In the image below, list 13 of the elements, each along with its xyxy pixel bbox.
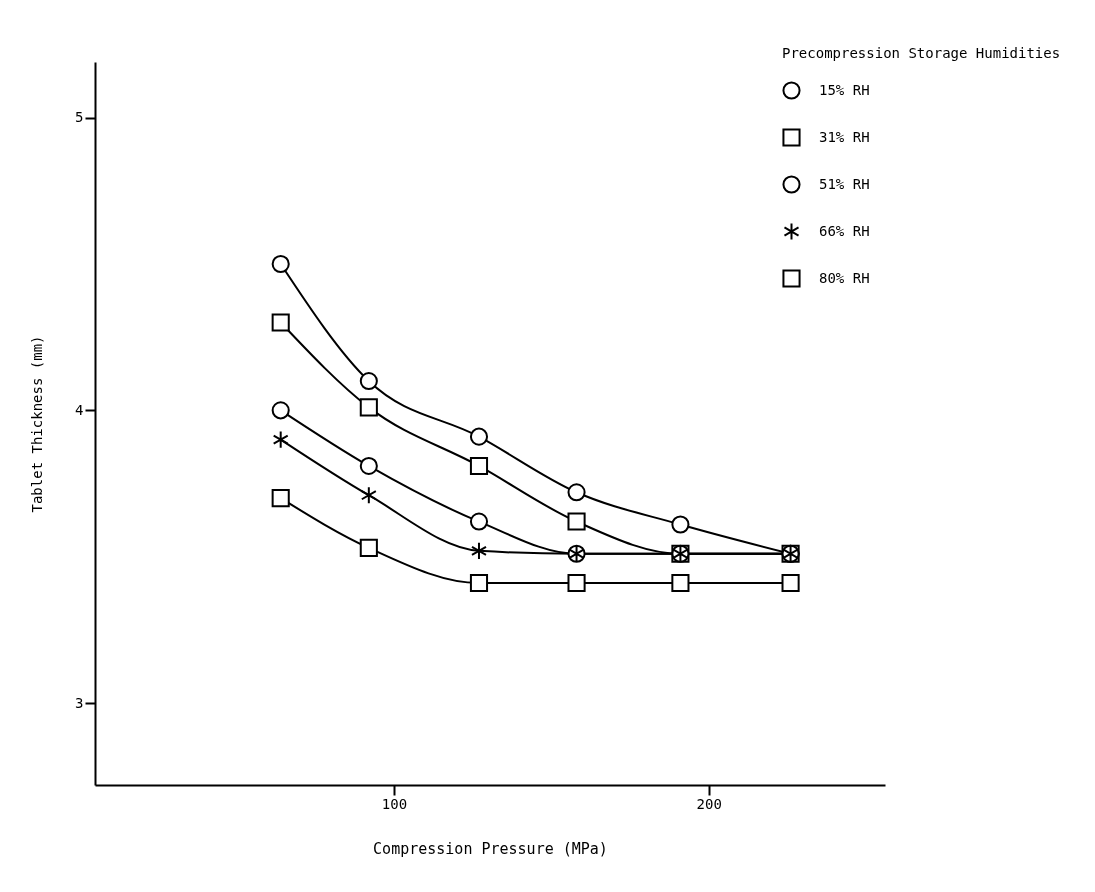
y-axis-title: Tablet Thickness (mm): [29, 335, 46, 513]
y-tick-label: 5: [75, 109, 84, 126]
legend-title: Precompression Storage Humidities: [782, 45, 1061, 61]
legend-label: 15% RH: [819, 81, 870, 98]
x-axis-title: Compression Pressure (MPa): [373, 839, 608, 858]
legend-label: 66% RH: [819, 222, 870, 239]
x-tick-label: 100: [381, 795, 408, 812]
y-tick-label: 3: [75, 694, 84, 711]
x-tick-label: 200: [696, 795, 722, 812]
legend-label: 80% RH: [819, 269, 870, 286]
legend-label: 51% RH: [819, 175, 870, 192]
legend-label: 31% RH: [819, 128, 870, 145]
y-tick-label: 4: [75, 401, 84, 418]
